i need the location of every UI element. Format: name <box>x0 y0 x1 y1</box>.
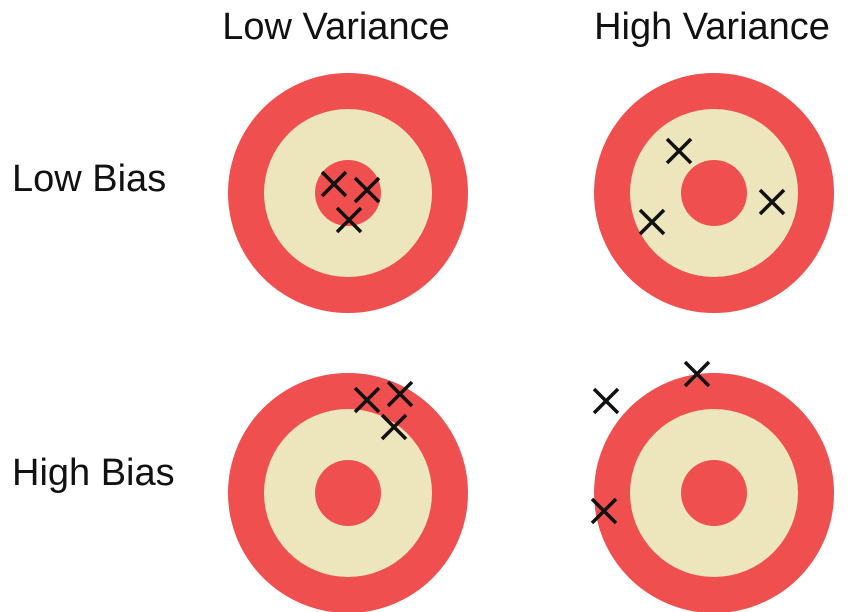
x-mark <box>638 208 666 236</box>
x-mark <box>353 386 381 414</box>
x-mark <box>758 188 786 216</box>
bullseye <box>315 460 381 526</box>
x-mark <box>320 170 348 198</box>
x-mark <box>380 413 408 441</box>
x-mark <box>665 137 693 165</box>
x-mark <box>592 387 620 415</box>
target-low-bias-high-variance <box>594 73 834 313</box>
x-mark <box>353 176 381 204</box>
bullseye <box>681 460 747 526</box>
x-mark <box>590 497 618 525</box>
x-mark <box>683 360 711 388</box>
x-mark <box>335 206 363 234</box>
bullseye <box>681 160 747 226</box>
x-mark <box>386 380 414 408</box>
column-header-low-variance: Low Variance <box>222 6 450 48</box>
row-header-low-bias: Low Bias <box>12 158 167 200</box>
target-high-bias-high-variance <box>594 373 834 612</box>
bullseye <box>315 160 381 226</box>
row-header-high-bias: High Bias <box>12 452 175 494</box>
target-high-bias-low-variance <box>228 373 468 612</box>
target-low-bias-low-variance <box>228 73 468 313</box>
column-header-high-variance: High Variance <box>594 6 830 48</box>
